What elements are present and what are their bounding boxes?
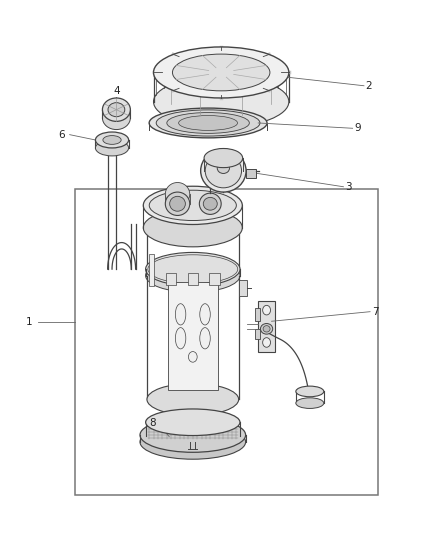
Text: 2: 2	[365, 81, 372, 91]
Ellipse shape	[145, 253, 240, 286]
Ellipse shape	[153, 76, 289, 127]
Ellipse shape	[140, 418, 246, 453]
Ellipse shape	[143, 186, 242, 224]
Ellipse shape	[204, 149, 243, 167]
Ellipse shape	[296, 386, 324, 397]
Text: 7: 7	[372, 306, 378, 317]
Text: 6: 6	[59, 130, 65, 140]
Ellipse shape	[149, 108, 267, 138]
Bar	[75, 189, 378, 495]
Ellipse shape	[146, 409, 240, 435]
Ellipse shape	[170, 196, 185, 211]
Text: 9: 9	[354, 123, 361, 133]
Text: 8: 8	[149, 418, 155, 429]
Bar	[166, 273, 176, 285]
Ellipse shape	[206, 161, 215, 169]
Ellipse shape	[143, 208, 242, 247]
Ellipse shape	[217, 163, 230, 173]
Ellipse shape	[175, 304, 186, 325]
Ellipse shape	[165, 182, 190, 206]
Ellipse shape	[165, 192, 190, 215]
Ellipse shape	[175, 328, 186, 349]
Ellipse shape	[156, 110, 260, 136]
Ellipse shape	[199, 193, 221, 214]
Ellipse shape	[296, 398, 324, 408]
Ellipse shape	[188, 352, 197, 362]
Ellipse shape	[108, 103, 125, 117]
Ellipse shape	[167, 112, 249, 133]
Ellipse shape	[179, 116, 237, 131]
Bar	[187, 273, 198, 285]
Ellipse shape	[153, 47, 289, 98]
Bar	[255, 308, 260, 321]
Bar	[246, 168, 256, 178]
Ellipse shape	[140, 425, 246, 459]
Ellipse shape	[200, 328, 210, 349]
Bar	[239, 280, 247, 296]
Bar	[168, 282, 218, 390]
Ellipse shape	[263, 326, 270, 332]
Ellipse shape	[147, 383, 239, 415]
Bar	[255, 329, 260, 339]
Ellipse shape	[103, 135, 121, 144]
Ellipse shape	[201, 150, 246, 192]
Circle shape	[263, 338, 271, 348]
Ellipse shape	[205, 154, 241, 188]
Ellipse shape	[173, 54, 270, 91]
Ellipse shape	[95, 132, 129, 148]
Circle shape	[263, 305, 271, 315]
Ellipse shape	[95, 140, 129, 156]
Ellipse shape	[203, 197, 217, 210]
Bar	[258, 301, 275, 352]
Bar	[149, 254, 154, 286]
Text: 4: 4	[113, 86, 120, 96]
Text: 3: 3	[345, 182, 351, 192]
Ellipse shape	[145, 259, 240, 292]
Ellipse shape	[200, 304, 210, 325]
Bar	[209, 273, 220, 285]
Ellipse shape	[261, 324, 273, 334]
Ellipse shape	[102, 98, 131, 122]
Ellipse shape	[149, 190, 237, 221]
Text: 1: 1	[26, 317, 32, 327]
Ellipse shape	[102, 106, 131, 130]
